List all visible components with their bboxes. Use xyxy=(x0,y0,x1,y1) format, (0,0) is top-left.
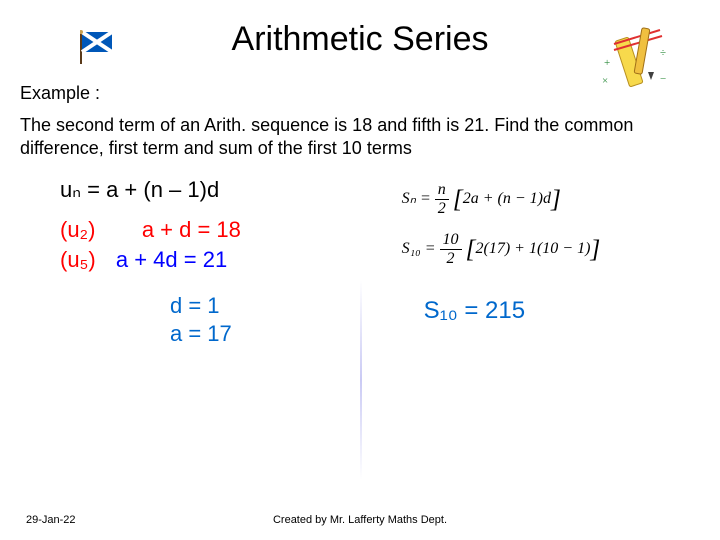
result-a: a = 17 xyxy=(170,321,374,347)
sum-formula-general: Sₙ = n 2 [2a + (n − 1)d] xyxy=(402,181,700,217)
eq-label-u2: (u₂) xyxy=(60,217,95,243)
left-column: uₙ = a + (n – 1)d (u₂) . a + d = 18 (u₅)… xyxy=(20,177,374,349)
problem-statement: The second term of an Arith. sequence is… xyxy=(20,114,700,159)
svg-text:×: × xyxy=(602,75,608,87)
equation-u5: (u₅) a + 4d = 21 xyxy=(60,247,374,273)
math-tools-icon: + × ÷ − xyxy=(600,26,678,101)
svg-text:÷: ÷ xyxy=(660,47,666,59)
page-title: Arithmetic Series xyxy=(232,20,489,59)
svg-text:−: − xyxy=(660,73,666,85)
footer-credit: Created by Mr. Lafferty Maths Dept. xyxy=(0,514,720,526)
sum-formula-substituted: S₁₀ = 10 2 [2(17) + 1(10 − 1)] xyxy=(402,231,700,267)
equation-u2: (u₂) . a + d = 18 xyxy=(60,217,374,243)
header: Arithmetic Series + × ÷ − xyxy=(20,20,700,59)
general-term-formula: uₙ = a + (n – 1)d xyxy=(60,177,374,203)
svg-text:+: + xyxy=(604,57,610,69)
example-label: Example : xyxy=(20,83,700,104)
solved-values: d = 1 a = 17 xyxy=(170,293,374,347)
slide-container: Arithmetic Series + × ÷ − Example : The … xyxy=(0,0,720,540)
eq-body-u2: a + d = 18 xyxy=(142,217,241,243)
s10-symbol: S₁₀ xyxy=(402,240,421,257)
eq-label-u5: (u₅) xyxy=(60,247,96,273)
final-answer: S₁₀ = 215 xyxy=(424,297,700,325)
right-column: Sₙ = n 2 [2a + (n − 1)d] S₁₀ = 10 2 [2(1… xyxy=(374,177,700,349)
sn-symbol: Sₙ xyxy=(402,190,416,207)
eq-body-u5: a + 4d = 21 xyxy=(116,247,227,273)
result-d: d = 1 xyxy=(170,293,374,319)
column-divider xyxy=(360,280,362,480)
flag-icon xyxy=(80,30,124,69)
